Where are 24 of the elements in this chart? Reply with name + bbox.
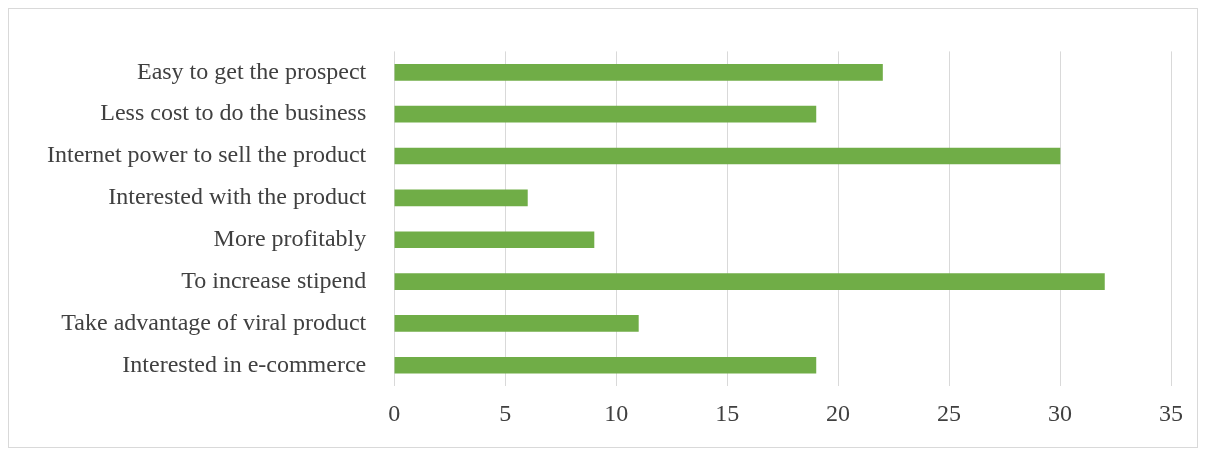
bar <box>394 231 595 249</box>
bar <box>394 189 528 207</box>
x-tick-label: 0 <box>388 399 401 426</box>
y-tick-label: Less cost to do the business <box>100 99 367 126</box>
x-tick-label: 5 <box>499 399 512 426</box>
bar <box>394 147 1061 165</box>
x-tick-label: 30 <box>1048 399 1073 426</box>
y-tick-label: More profitably <box>213 225 367 252</box>
bar <box>394 356 817 374</box>
x-tick-label: 35 <box>1159 399 1183 426</box>
x-tick-label: 25 <box>937 399 962 426</box>
y-tick-label: Interested with the product <box>108 183 367 210</box>
x-tick-label: 10 <box>604 399 629 426</box>
y-tick-label: Take advantage of viral product <box>61 308 367 335</box>
bar <box>394 105 817 123</box>
bar <box>394 273 1105 290</box>
bar <box>394 64 883 81</box>
y-tick-label: Easy to get the prospect <box>136 57 367 84</box>
y-tick-label: Internet power to sell the product <box>47 141 367 168</box>
x-tick-label: 20 <box>826 399 851 426</box>
y-tick-label: Interested in e-commerce <box>122 350 367 377</box>
x-tick-label: 15 <box>715 399 740 426</box>
bar <box>394 315 639 332</box>
y-tick-label: To increase stipend <box>181 266 367 293</box>
